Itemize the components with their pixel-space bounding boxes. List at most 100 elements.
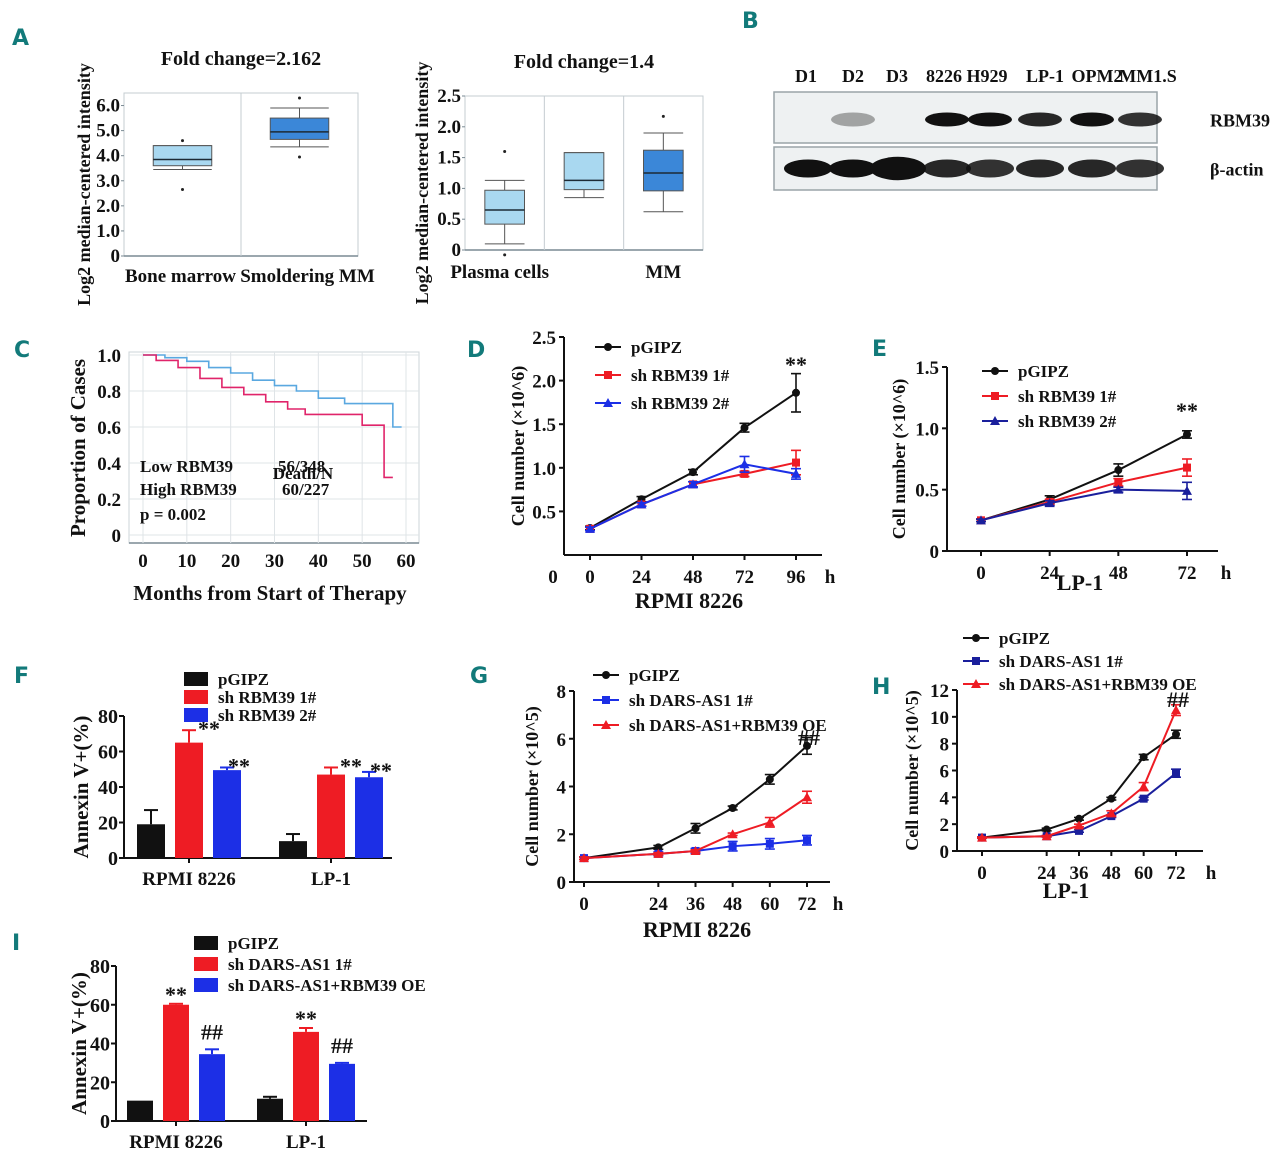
panel-letter-a: A — [12, 26, 29, 51]
x-tick-label: 60 — [760, 894, 779, 915]
y-tick-label: 0 — [930, 542, 940, 563]
x-tick-label: 48 — [723, 894, 742, 915]
y-tick-label: 1.5 — [437, 148, 461, 169]
y-tick-label: 40 — [98, 777, 118, 799]
marker-circle — [792, 388, 800, 397]
y-tick-label: 1.0 — [915, 419, 939, 440]
legend-label: pGIPZ — [1018, 362, 1069, 381]
outlier-point — [298, 155, 301, 159]
y-tick-label: 1.5 — [532, 415, 556, 436]
x-tick-label: 36 — [686, 894, 705, 915]
chart-title: Fold change=1.4 — [514, 51, 654, 73]
y-tick-label: 2.0 — [96, 196, 120, 217]
series-line — [980, 488, 1188, 522]
marker-circle — [654, 843, 663, 852]
significance-annotation: ** — [785, 352, 807, 377]
x-tick-label: 0 — [585, 567, 595, 588]
significance-annotation: ** — [198, 716, 220, 741]
significance-annotation: ## — [201, 1019, 223, 1044]
box — [643, 149, 684, 192]
y-tick-label: 6 — [940, 762, 950, 783]
bar — [329, 1063, 355, 1121]
marker-circle — [1139, 753, 1148, 762]
significance-annotation: ** — [1176, 398, 1198, 423]
bar — [355, 777, 383, 858]
chart-title: Fold change=2.162 — [161, 48, 321, 70]
blot-row-label: RBM39 — [1210, 111, 1270, 131]
box — [563, 152, 605, 191]
y-tick-label: 2.0 — [437, 117, 461, 138]
panel-letter-d: D — [467, 338, 485, 363]
marker-square — [728, 842, 737, 851]
marker-square — [1139, 794, 1148, 803]
x-tick-label: 30 — [265, 551, 284, 572]
y-tick-label: 1.0 — [96, 221, 120, 242]
km-curve-high — [143, 354, 393, 479]
lane-label: 8226 — [926, 66, 962, 86]
y-tick-label: 1.0 — [437, 178, 461, 199]
marker-circle — [1042, 825, 1051, 834]
outlier-point — [181, 188, 184, 192]
lane-label: H929 — [966, 66, 1007, 86]
panel-letter-c: C — [14, 338, 30, 363]
panel-e: 0 0.5 1.0 1.5 0 24 48 72 h LP-1 Cell number (×10^6… — [889, 358, 1232, 595]
legend-label: sh DARS-AS1+RBM39 OE — [228, 976, 426, 995]
y-tick-label: 3.0 — [96, 171, 120, 192]
panel-c-km: 0 10 20 30 40 50 60 0 0.2 0.4 0.6 0.8 1.0 Months from… — [66, 346, 420, 605]
marker-triangle — [739, 459, 750, 469]
series-line — [589, 391, 797, 529]
bar — [127, 1100, 153, 1121]
x-axis-label: LP-1 — [1043, 878, 1089, 903]
marker-circle — [765, 775, 774, 784]
box — [484, 189, 526, 225]
lane-label: LP-1 — [1026, 66, 1064, 86]
legend-swatch — [184, 672, 208, 686]
blot-band — [784, 159, 832, 178]
x-tick-label: 0 — [976, 563, 986, 584]
series-line — [583, 745, 808, 860]
marker-square — [991, 392, 999, 400]
y-axis-label: Log2 median-centered intensity — [74, 63, 94, 306]
marker-square — [765, 839, 774, 848]
y-tick-label: 2 — [557, 825, 567, 846]
series-line — [981, 709, 1177, 839]
panel-d: 0.5 1.0 1.5 2.0 2.5 0 0 24 48 72 96 h RPMI 8226 Cell … — [508, 328, 836, 613]
y-tick-label: 1.0 — [532, 459, 556, 480]
outlier-point — [181, 139, 184, 143]
lane-label: D3 — [886, 66, 908, 86]
lane-label: OPM2 — [1072, 66, 1123, 86]
x-category-label: RPMI 8226 — [129, 1132, 222, 1153]
x-unit-label: h — [1221, 563, 1232, 584]
panel-a-right: 0 0.5 1.0 1.5 2.0 2.5 Fold change=1.4 Log2 medi… — [412, 51, 704, 304]
blot-row-label: β-actin — [1210, 160, 1263, 180]
km-curve-low — [143, 354, 402, 428]
panel-letter-h: H — [872, 675, 890, 700]
legend-label: pGIPZ — [631, 338, 682, 357]
legend-label: sh RBM39 1# — [218, 688, 317, 707]
x-tick-label: 20 — [221, 551, 240, 572]
x-category-label: RPMI 8226 — [142, 869, 235, 890]
x-tick-label: 24 — [1040, 563, 1060, 584]
marker-triangle — [1171, 705, 1181, 715]
y-tick-label: 2 — [940, 815, 950, 836]
bar — [317, 774, 345, 858]
x-tick-label: 10 — [177, 551, 196, 572]
panel-letter-f: F — [14, 664, 29, 689]
x-category-label: Bone marrow — [125, 266, 236, 287]
blot-band — [1118, 112, 1162, 127]
bar — [163, 1004, 189, 1121]
y-tick-label: 0 — [452, 240, 462, 261]
marker-triangle — [971, 679, 981, 688]
x-tick-label: 96 — [787, 567, 806, 588]
y-tick-label: 1.0 — [97, 346, 121, 367]
x-unit-label: h — [1206, 863, 1217, 884]
x-category-label: Smoldering MM — [240, 266, 375, 287]
legend-label: sh DARS-AS1 1# — [228, 955, 352, 974]
marker-triangle — [636, 499, 647, 509]
marker-circle — [991, 367, 999, 375]
marker-square — [792, 458, 800, 467]
y-tick-label: 4 — [940, 788, 950, 809]
marker-triangle — [1182, 485, 1192, 495]
